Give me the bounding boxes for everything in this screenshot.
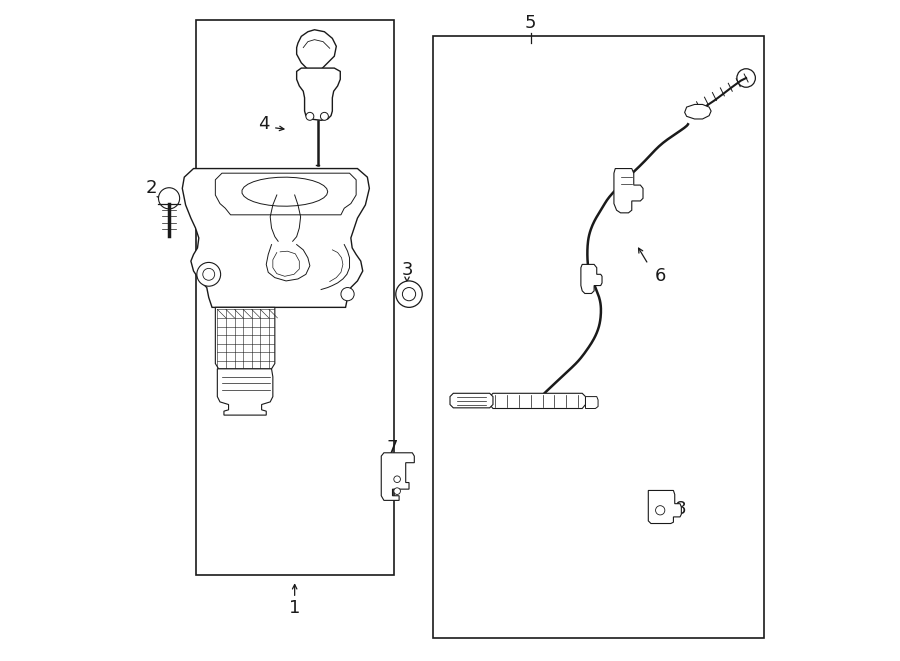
Polygon shape <box>450 393 493 408</box>
Polygon shape <box>490 393 586 408</box>
Polygon shape <box>297 68 340 120</box>
Circle shape <box>394 488 400 494</box>
Polygon shape <box>685 104 711 119</box>
Polygon shape <box>215 307 274 369</box>
Polygon shape <box>648 490 681 524</box>
Polygon shape <box>586 397 598 408</box>
Circle shape <box>320 112 328 120</box>
Circle shape <box>394 476 400 483</box>
Text: 6: 6 <box>654 267 666 286</box>
Polygon shape <box>614 169 643 213</box>
Circle shape <box>197 262 220 286</box>
Text: 1: 1 <box>289 599 301 617</box>
Polygon shape <box>242 177 328 206</box>
Text: 5: 5 <box>525 14 536 32</box>
Circle shape <box>737 69 755 87</box>
Circle shape <box>158 188 180 209</box>
Bar <box>195 20 394 575</box>
Polygon shape <box>382 453 414 500</box>
Polygon shape <box>297 30 337 71</box>
Circle shape <box>341 288 355 301</box>
Circle shape <box>396 281 422 307</box>
Circle shape <box>655 506 665 515</box>
Text: 4: 4 <box>257 115 269 134</box>
Text: 8: 8 <box>674 500 686 518</box>
Text: 2: 2 <box>146 179 157 198</box>
Polygon shape <box>183 169 369 307</box>
Text: 3: 3 <box>401 260 413 279</box>
Polygon shape <box>215 173 356 215</box>
Polygon shape <box>217 369 273 415</box>
Circle shape <box>306 112 314 120</box>
Circle shape <box>402 288 416 301</box>
Text: 7: 7 <box>386 439 398 457</box>
Bar <box>434 36 764 638</box>
Polygon shape <box>580 264 602 293</box>
Circle shape <box>202 268 215 280</box>
